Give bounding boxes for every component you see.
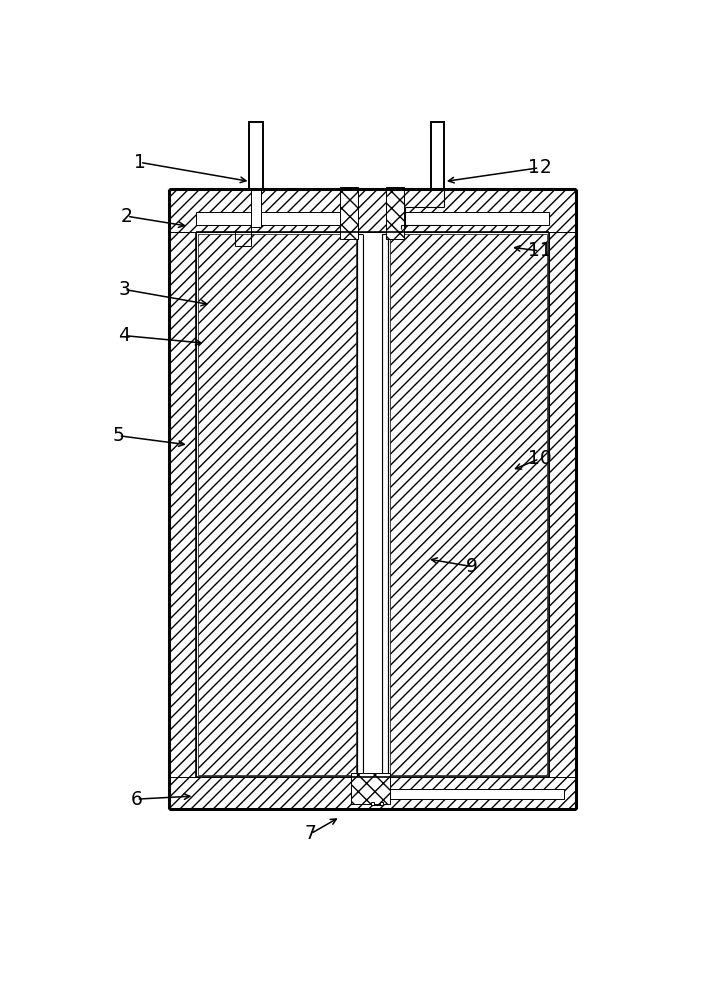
Bar xyxy=(371,802,374,805)
Bar xyxy=(390,234,547,774)
Text: 6: 6 xyxy=(130,790,143,809)
Text: 7: 7 xyxy=(305,824,316,843)
Bar xyxy=(198,234,355,774)
Text: 11: 11 xyxy=(528,241,551,260)
Bar xyxy=(405,212,549,225)
Bar xyxy=(350,773,390,804)
Bar xyxy=(549,232,576,777)
Bar xyxy=(249,122,263,189)
Text: 9: 9 xyxy=(466,557,478,576)
Bar xyxy=(363,234,382,774)
Text: 4: 4 xyxy=(118,326,130,345)
Bar xyxy=(431,122,444,189)
Bar xyxy=(169,232,196,777)
Text: 12: 12 xyxy=(528,158,551,177)
Text: 3: 3 xyxy=(118,280,130,299)
Bar xyxy=(380,802,384,805)
Bar xyxy=(385,789,563,799)
Bar xyxy=(251,189,261,227)
Bar xyxy=(386,187,404,239)
Text: 10: 10 xyxy=(528,449,551,468)
Bar xyxy=(340,187,358,239)
Bar xyxy=(358,234,363,774)
Bar xyxy=(196,212,355,225)
Text: 1: 1 xyxy=(134,153,146,172)
Text: 2: 2 xyxy=(121,207,133,226)
Bar xyxy=(382,234,388,774)
Bar xyxy=(169,777,576,809)
Bar xyxy=(169,189,576,232)
Text: 5: 5 xyxy=(113,426,125,445)
